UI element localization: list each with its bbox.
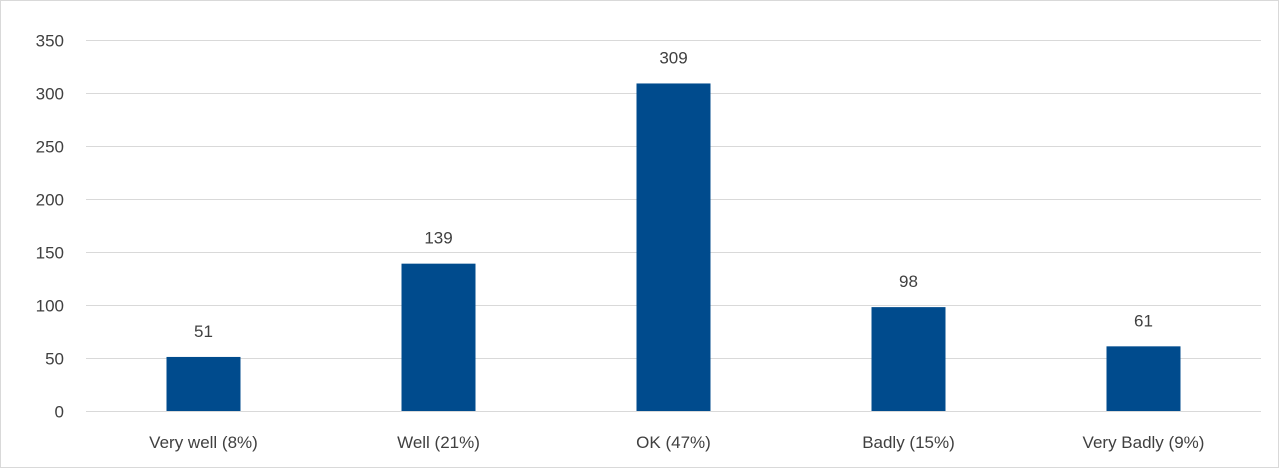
y-tick-label: 200 xyxy=(36,191,64,210)
y-tick-label: 350 xyxy=(36,32,64,51)
x-category-label: Very Badly (9%) xyxy=(1083,433,1205,452)
data-label: 51 xyxy=(194,322,213,341)
data-label: 61 xyxy=(1134,311,1153,330)
y-tick-label: 0 xyxy=(55,403,64,422)
data-label: 309 xyxy=(659,48,687,67)
x-category-label: Very well (8%) xyxy=(149,433,258,452)
bar xyxy=(1106,346,1181,411)
bar xyxy=(166,356,241,411)
y-tick-label: 100 xyxy=(36,297,64,316)
x-category-label: OK (47%) xyxy=(636,433,711,452)
y-tick-label: 300 xyxy=(36,85,64,104)
bar xyxy=(871,307,946,411)
x-category-label: Badly (15%) xyxy=(862,433,955,452)
data-label: 98 xyxy=(899,272,918,291)
y-tick-label: 50 xyxy=(45,350,64,369)
bar xyxy=(401,263,476,411)
x-category-label: Well (21%) xyxy=(397,433,480,452)
bar xyxy=(636,83,711,412)
y-tick-label: 250 xyxy=(36,138,64,157)
data-label: 139 xyxy=(424,229,452,248)
y-tick-label: 150 xyxy=(36,244,64,263)
